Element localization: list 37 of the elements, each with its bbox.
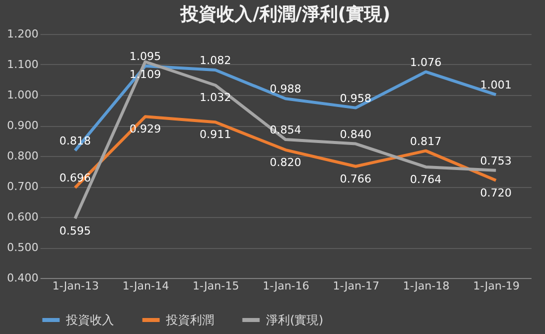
x-tick-label: 1-Jan-15 (192, 280, 240, 292)
data-label: 1.095 (129, 50, 161, 64)
data-label: 0.840 (340, 128, 372, 141)
data-label: 1.032 (200, 91, 232, 104)
y-tick-label: 0.900 (7, 119, 38, 132)
data-label: 0.854 (270, 124, 302, 137)
data-label: 0.720 (480, 186, 512, 200)
y-tick-label: 0.500 (7, 241, 38, 254)
data-label: 0.911 (200, 128, 232, 142)
x-tick-label: 1-Jan-14 (122, 280, 169, 292)
legend-label: 投資收入 (65, 313, 114, 327)
y-tick-label: 1.200 (7, 28, 38, 40)
x-tick-label: 1-Jan-19 (473, 280, 520, 292)
data-label: 0.766 (340, 172, 372, 186)
y-tick-label: 0.700 (7, 180, 38, 193)
y-tick-label: 1.100 (7, 58, 38, 71)
legend-label: 投資利潤 (165, 313, 214, 327)
data-label: 0.820 (270, 156, 302, 169)
x-tick-label: 1-Jan-18 (403, 280, 450, 292)
y-tick-label: 1.000 (7, 88, 38, 102)
legend-label: 淨利(實現) (266, 313, 324, 327)
y-tick-label: 0.400 (7, 272, 38, 284)
data-label: 0.753 (480, 154, 512, 168)
data-label: 1.001 (480, 78, 512, 92)
data-label: 1.082 (200, 54, 232, 67)
x-tick-label: 1-Jan-17 (332, 280, 380, 292)
x-tick-label: 1-Jan-16 (262, 280, 310, 292)
data-label: 0.988 (270, 82, 302, 96)
data-label: 0.958 (340, 92, 372, 105)
data-label: 0.817 (410, 134, 442, 148)
x-tick-label: 1-Jan-13 (52, 280, 99, 292)
y-tick-label: 0.600 (7, 210, 38, 224)
chart-title: 投資收入/利潤/淨利(實現) (180, 4, 390, 25)
y-tick-label: 0.800 (7, 150, 38, 162)
data-label: 1.076 (410, 56, 442, 69)
data-label: 0.764 (410, 172, 442, 186)
data-label: 0.595 (59, 224, 91, 238)
